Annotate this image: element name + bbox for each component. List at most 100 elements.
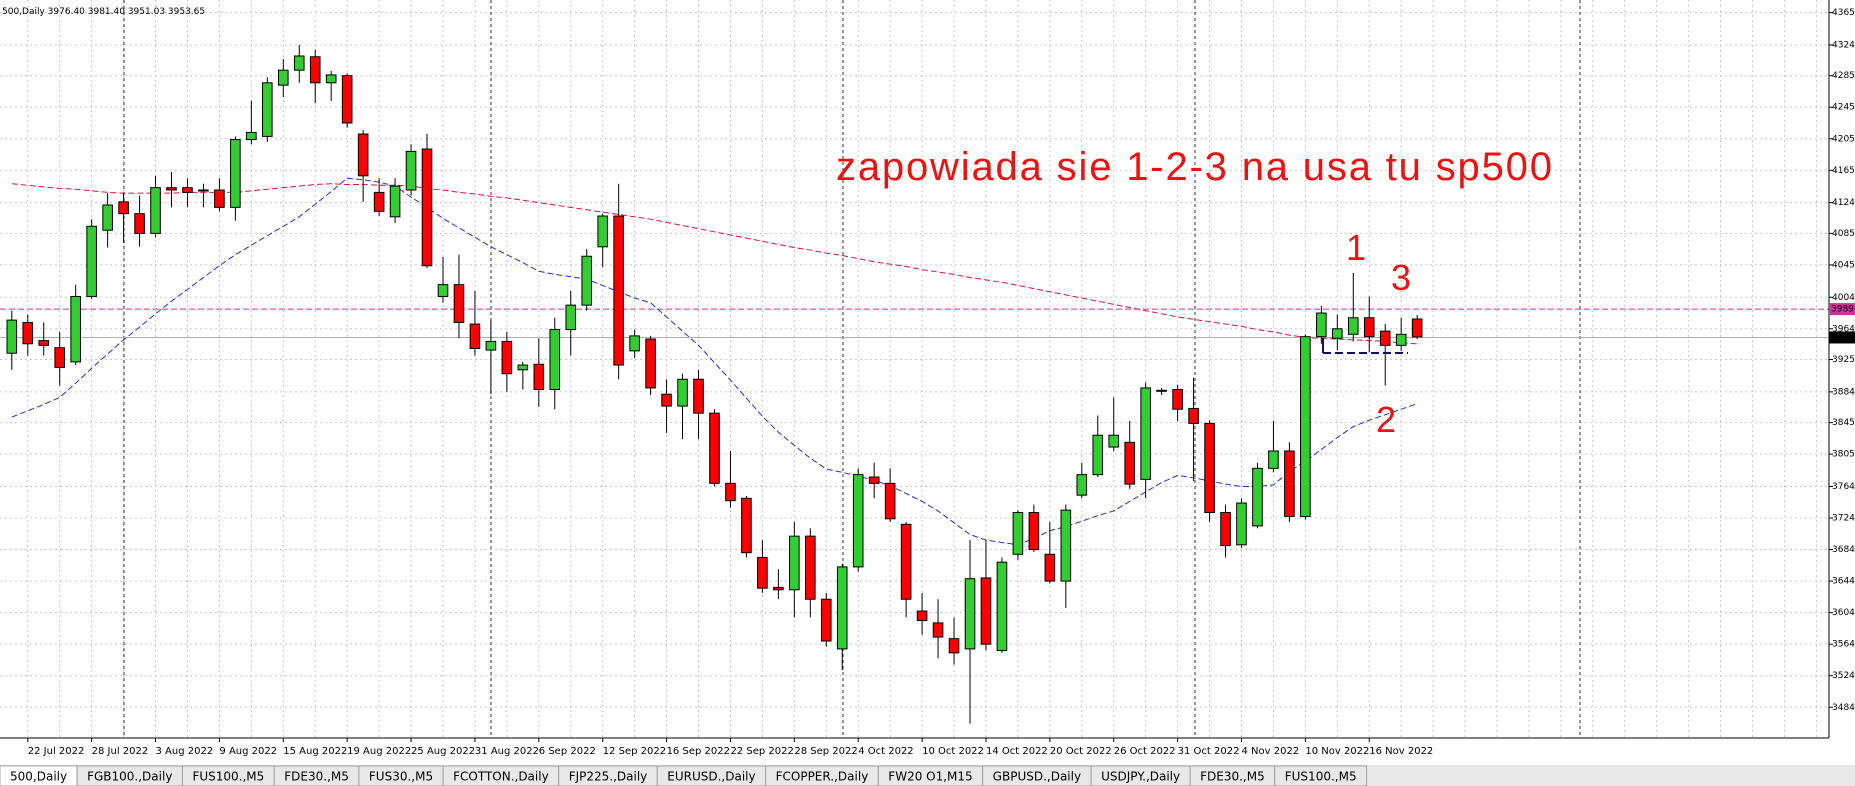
tab-label[interactable]: FUS30.,M5: [369, 770, 433, 784]
y-tick-label: 3524: [1832, 671, 1855, 681]
tab[interactable]: FGB100.,Daily: [76, 765, 183, 786]
candle-body: [964, 578, 976, 650]
y-tick-label: 3644: [1832, 577, 1855, 587]
candle-body: [1076, 474, 1088, 496]
candle-body: [661, 393, 672, 407]
candle-body: [581, 255, 593, 306]
tab-label[interactable]: EURUSD.,Daily: [667, 770, 755, 784]
y-tick-label: 4245: [1832, 103, 1855, 113]
candle-body: [1220, 512, 1231, 547]
candle-body: [1012, 512, 1024, 555]
candle-body: [38, 340, 50, 346]
candle-body: [246, 131, 257, 141]
y-tick-label: 3845: [1832, 418, 1855, 428]
annotation: 3: [1391, 257, 1411, 298]
y-tick-label: 3764: [1832, 482, 1855, 492]
tab[interactable]: EURUSD.,Daily: [656, 765, 767, 786]
candle-body: [54, 347, 66, 368]
y-tick-label: 3884: [1832, 387, 1855, 397]
tab-label[interactable]: FCOTTON.,Daily: [453, 770, 549, 784]
candle-body: [277, 69, 289, 86]
price-axis: 3484 3524 3564 3604 3644 3684 3724 3764 3805 3845…: [1829, 8, 1855, 713]
y-tick-label: 4324: [1832, 40, 1855, 50]
y-tick-label: 3564: [1832, 640, 1855, 650]
tab[interactable]: FDE30.,M5: [273, 765, 360, 786]
candle-body: [421, 148, 433, 267]
tab-label[interactable]: FCOPPER.,Daily: [776, 770, 869, 784]
candle-body: [501, 340, 513, 375]
candle-body: [1252, 467, 1263, 527]
y-tick-label: 3925: [1832, 355, 1855, 365]
candle-body: [1395, 333, 1407, 346]
candle-body: [613, 215, 624, 366]
candle-body: [549, 329, 561, 391]
candle-body: [341, 75, 353, 124]
tab[interactable]: GBPUSD.,Daily: [982, 765, 1092, 786]
x-tick-label: 26 Oct 2022: [1114, 746, 1176, 757]
tab-background[interactable]: [1274, 765, 1368, 786]
y-tick-label: 4045: [1832, 260, 1855, 270]
tab[interactable]: FDE30.,M5: [1189, 765, 1276, 786]
candle-body: [214, 189, 225, 208]
tab[interactable]: FJP225.,Daily: [558, 765, 658, 786]
tab[interactable]: 500,Daily: [0, 765, 78, 786]
candle-body: [565, 304, 577, 331]
x-tick-label: 20 Oct 2022: [1050, 746, 1112, 757]
tab-label[interactable]: FJP225.,Daily: [569, 770, 648, 784]
candle-body: [6, 319, 18, 354]
candle-body: [996, 561, 1008, 651]
x-tick-label: 15 Aug 2022: [283, 746, 347, 757]
candle-body: [166, 187, 177, 191]
candle-body: [916, 610, 928, 622]
candle-body: [1204, 422, 1215, 513]
candle-body: [1411, 318, 1423, 338]
tab-label[interactable]: FW20 O1,M15: [888, 770, 972, 784]
y-tick-label: 4085: [1832, 229, 1855, 239]
tab[interactable]: FCOPPER.,Daily: [765, 765, 879, 786]
candle-body: [1124, 441, 1136, 485]
y-tick-label: 3964: [1832, 324, 1855, 334]
tab[interactable]: FW20 O1,M15: [877, 765, 984, 786]
candle-body: [437, 284, 449, 297]
x-tick-label: 10 Nov 2022: [1305, 746, 1369, 757]
tab-label[interactable]: FDE30.,M5: [284, 770, 349, 784]
candle-body: [453, 284, 465, 323]
tab-label[interactable]: FUS100.,M5: [1285, 770, 1357, 784]
tab[interactable]: FUS100.,M5: [181, 765, 275, 786]
candle-body: [1300, 336, 1311, 517]
candle-body: [1028, 512, 1040, 551]
candle-body: [1332, 328, 1343, 339]
candle-body: [1188, 407, 1199, 424]
candle-body: [309, 56, 321, 84]
candle-body: [1060, 509, 1072, 582]
tab-label[interactable]: FDE30.,M5: [1200, 770, 1265, 784]
candle-body: [1108, 434, 1120, 448]
candle-body: [389, 185, 401, 218]
tab[interactable]: FUS100.,M5: [1274, 765, 1368, 786]
tab[interactable]: FUS30.,M5: [358, 765, 444, 786]
candle-body: [517, 364, 529, 371]
tab[interactable]: USDJPY.,Daily: [1090, 765, 1191, 786]
annotation: 1: [1346, 227, 1366, 268]
candle-body: [725, 482, 736, 502]
plot: [0, 44, 1829, 724]
x-tick-label: 4 Oct 2022: [858, 746, 913, 757]
candle-body: [262, 82, 273, 137]
candle-body: [22, 321, 34, 345]
x-tick-label: 9 Aug 2022: [219, 746, 277, 757]
candle-body: [485, 340, 497, 351]
y-tick-label: 3724: [1832, 514, 1855, 524]
candle-body: [1236, 502, 1247, 546]
candle-body: [693, 378, 704, 414]
candle-body: [884, 482, 896, 520]
tab-label[interactable]: USDJPY.,Daily: [1101, 770, 1180, 784]
tab-label[interactable]: 500,Daily: [10, 770, 67, 784]
candle-body: [325, 74, 337, 84]
tab-label[interactable]: FGB100.,Daily: [87, 770, 172, 784]
tab[interactable]: FCOTTON.,Daily: [442, 765, 560, 786]
annotation: 2: [1376, 399, 1396, 440]
candle-body: [150, 187, 161, 234]
tabs: 500,Daily FGB100.,Daily FUS100.,M5 FDE30.,M…: [0, 765, 1368, 786]
tab-label[interactable]: FUS100.,M5: [192, 770, 264, 784]
tab-label[interactable]: GBPUSD.,Daily: [993, 770, 1081, 784]
